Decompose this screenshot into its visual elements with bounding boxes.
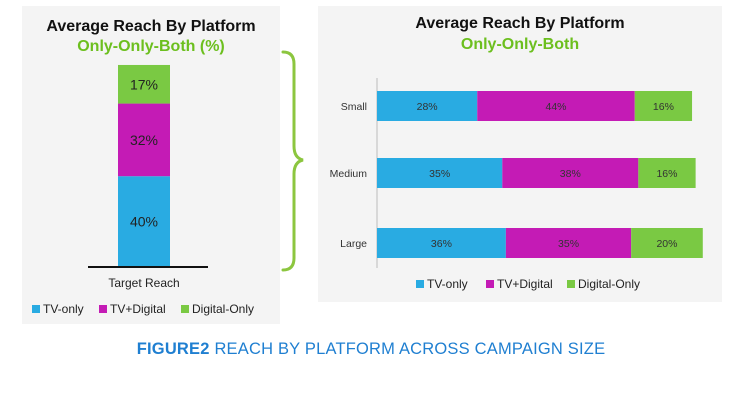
- data-label-large-tv-only: 36%: [431, 238, 452, 250]
- legend-label-right-tv-digital: TV+Digital: [497, 277, 553, 291]
- data-label-medium-tv-digital: 38%: [560, 168, 581, 180]
- x-tick-label: Target Reach: [108, 276, 179, 290]
- legend-label-digital-only: Digital-Only: [192, 302, 254, 316]
- legend-swatch-right-tv-digital: [486, 280, 494, 288]
- data-label-medium-tv-only: 35%: [429, 168, 450, 180]
- bar-segment-tv-digital: [118, 103, 170, 177]
- bar-large-digital-only: [631, 228, 703, 258]
- data-label-small-digital-only: 16%: [653, 101, 674, 113]
- legend-swatch-right-digital-only: [567, 280, 575, 288]
- caption-figure-label: FIGURE2: [136, 340, 210, 358]
- y-tick-label-small: Small: [341, 101, 367, 113]
- bracket-connector: [281, 50, 304, 272]
- bar-medium-digital-only: [638, 158, 696, 188]
- bar-small-tv-digital: [477, 91, 635, 121]
- data-label-medium-digital-only: 16%: [656, 168, 677, 180]
- y-tick-label-large: Large: [340, 238, 367, 250]
- legend-swatch-digital-only: [181, 305, 189, 313]
- bar-large-tv-digital: [505, 228, 632, 258]
- legend-label-right-tv-only: TV-only: [427, 277, 468, 291]
- data-label-small-tv-only: 28%: [417, 101, 438, 113]
- y-tick-label-medium: Medium: [330, 168, 368, 180]
- legend-label-tv-digital: TV+Digital: [110, 302, 166, 316]
- data-label-tv-digital: 32%: [130, 132, 158, 148]
- legend-swatch-tv-digital: [99, 305, 107, 313]
- data-label-large-tv-digital: 35%: [558, 238, 579, 250]
- left-chart-panel: Average Reach By Platform Only-Only-Both…: [22, 6, 280, 324]
- right-chart-subtitle: Only-Only-Both: [460, 36, 580, 53]
- right-chart-title: Average Reach By Platform: [415, 15, 625, 32]
- bar-segment-digital-only: [118, 64, 170, 104]
- legend-swatch-tv-only: [32, 305, 40, 313]
- bar-small-digital-only: [634, 91, 693, 121]
- data-label-small-tv-digital: 44%: [545, 101, 566, 113]
- legend-label-right-digital-only: Digital-Only: [578, 277, 640, 291]
- data-label-tv-only: 40%: [130, 214, 158, 230]
- bar-large-tv-only: [377, 228, 506, 258]
- legend-swatch-right-tv-only: [416, 280, 424, 288]
- bar-segment-tv-only: [118, 176, 170, 267]
- bar-small-tv-only: [377, 91, 478, 121]
- figure-caption: FIGURE2 REACH BY PLATFORM ACROSS CAMPAIG…: [0, 340, 742, 359]
- caption-text: REACH BY PLATFORM ACROSS CAMPAIGN SIZE: [214, 340, 606, 358]
- legend-label-tv-only: TV-only: [43, 302, 84, 316]
- left-chart-title: Average Reach By Platform: [46, 18, 256, 35]
- bar-medium-tv-only: [377, 158, 503, 188]
- data-label-digital-only: 17%: [130, 76, 158, 92]
- data-label-large-digital-only: 20%: [656, 238, 677, 250]
- bar-medium-tv-digital: [502, 158, 639, 188]
- left-chart-subtitle: Only-Only-Both (%): [77, 38, 225, 55]
